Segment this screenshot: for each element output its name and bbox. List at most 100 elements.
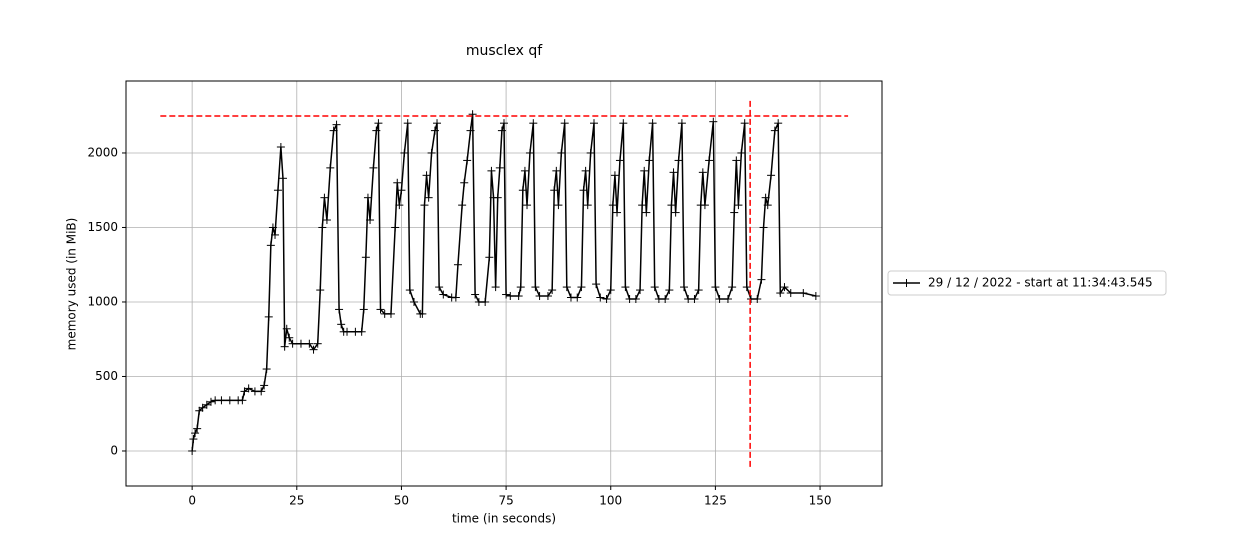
data-point [640,166,649,175]
data-point [493,193,502,202]
data-point [198,403,207,412]
data-point [723,294,732,303]
data-point [206,397,215,406]
data-point [520,166,529,175]
data-point [433,119,442,128]
data-point [548,286,557,295]
data-point [562,283,571,292]
data-point [268,223,277,232]
data-point [761,193,770,202]
data-point [393,178,402,187]
axes-frame [125,80,883,487]
data-point [403,119,412,128]
data-point [386,309,395,318]
data-point [309,345,318,354]
data-point [665,286,674,295]
x-tick-label: 100 [599,494,622,508]
data-point [631,294,640,303]
data-point [238,396,247,405]
data-point [552,166,561,175]
data-point [577,283,586,292]
data-point [451,293,460,302]
data-point [225,396,234,405]
data-point [621,283,630,292]
data-point [282,324,291,333]
x-tick-label: 0 [188,494,196,508]
data-point [424,193,433,202]
data-point [776,289,785,298]
data-point [648,119,657,128]
data-point [586,148,595,157]
data-point [705,156,714,165]
data-point [405,286,414,295]
data-point [516,283,525,292]
data-point [266,241,275,250]
data-point [669,168,678,177]
legend-label: 29 / 12 / 2022 - start at 11:34:43.545 [928,276,1153,290]
data-point [485,253,494,262]
data-point [638,201,647,210]
data-point [690,294,699,303]
data-point [770,126,779,135]
data-point [698,168,707,177]
legend: 29 / 12 / 2022 - start at 11:34:43.545 [887,270,1167,296]
data-point [288,339,297,348]
data-point [495,163,504,172]
data-point [320,193,329,202]
data-point [579,186,588,195]
data-point [276,143,285,152]
data-point [463,156,472,165]
data-point [260,381,269,390]
data-point [189,435,198,444]
data-point [590,119,598,128]
data-point [366,216,375,225]
data-point [363,193,372,202]
data-point [460,178,469,187]
data-point [680,283,688,292]
data-point [481,297,490,306]
data-point [737,148,746,157]
data-point [359,305,368,314]
data-point [497,126,506,135]
data-point [273,186,282,195]
y-tick-label: 500 [95,369,118,383]
data-point [453,260,462,269]
data-point [471,290,480,299]
data-point [602,294,611,303]
x-tick-label: 50 [394,494,409,508]
data-point [318,223,327,232]
grid [126,81,882,486]
data-point [560,119,569,128]
data-point [188,446,197,455]
data-point [400,148,409,157]
data-point [329,126,338,135]
data-point [573,293,582,302]
data-point [650,283,659,292]
plot-area [160,99,849,467]
data-point [554,201,563,210]
data-point [322,216,331,225]
data-point [468,110,477,119]
data-point [391,223,400,232]
data-point [458,201,467,210]
data-point [397,186,406,195]
data-point [502,290,511,299]
data-point [774,119,783,128]
data-point [487,166,496,175]
data-point [667,201,676,210]
data-point [500,119,508,128]
data-point [694,286,703,295]
data-point [730,208,739,217]
data-point [583,201,592,210]
data-point [581,166,590,175]
data-point [610,171,619,180]
data-point [636,286,645,295]
data-point [271,230,280,239]
data-point [244,384,253,393]
data-point [728,283,737,292]
data-point [606,286,615,295]
data-point [613,208,622,217]
data-point [316,286,325,295]
data-point [374,119,383,128]
